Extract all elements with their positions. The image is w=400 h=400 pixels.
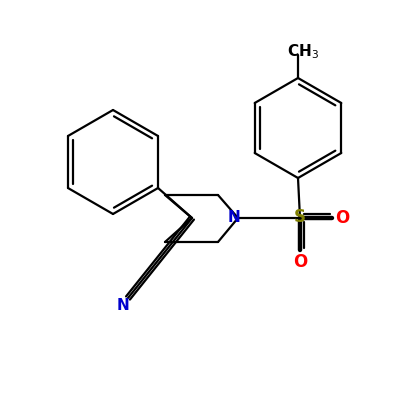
Text: N: N bbox=[117, 298, 129, 314]
Text: S: S bbox=[294, 208, 306, 226]
Text: N: N bbox=[228, 210, 240, 224]
Text: O: O bbox=[335, 209, 349, 227]
Text: CH$_3$: CH$_3$ bbox=[287, 43, 319, 61]
Text: O: O bbox=[293, 253, 307, 271]
